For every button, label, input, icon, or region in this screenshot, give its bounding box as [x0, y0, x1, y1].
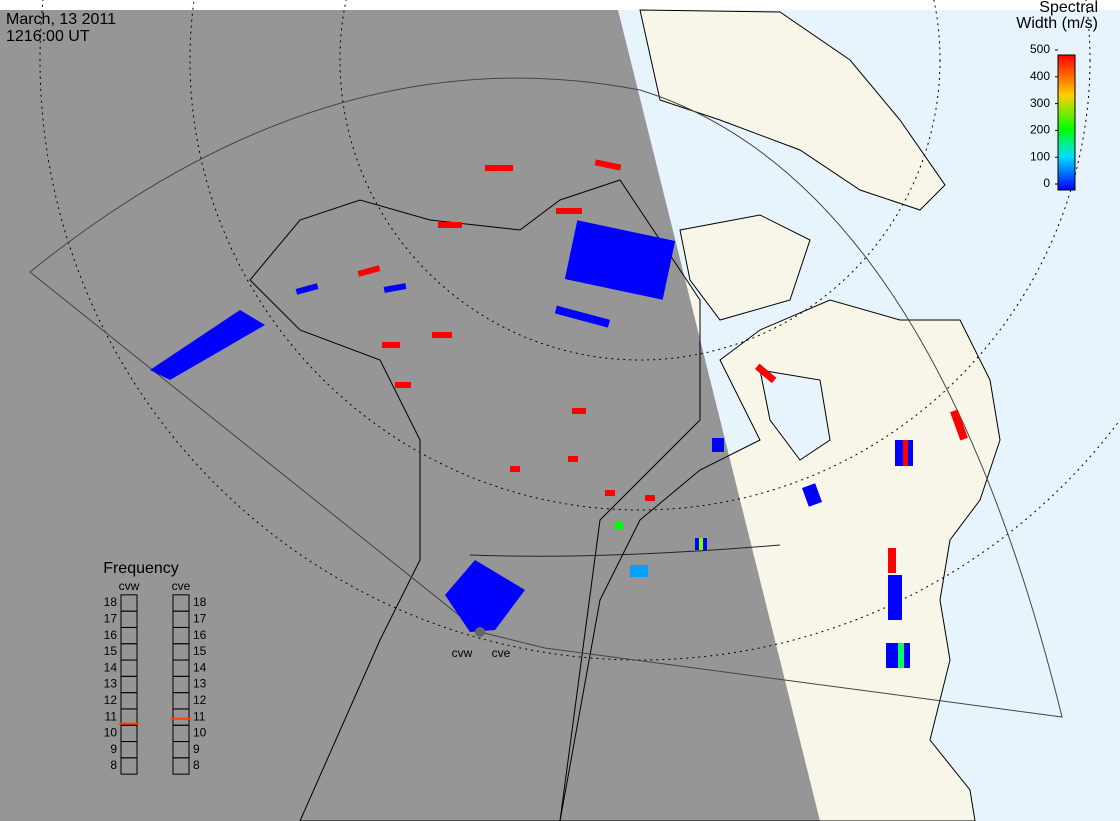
- colorbar-scale: [1057, 54, 1076, 191]
- colorbar-tick-label: 500: [1030, 42, 1050, 56]
- frequency-tick-label: 11: [105, 709, 118, 723]
- date: March, 13 2011: [6, 11, 116, 28]
- frequency-panel: Frequency: [103, 560, 179, 577]
- frequency-tick-label: 8: [110, 758, 117, 772]
- frequency-tick-label: 13: [104, 677, 118, 691]
- frequency-box: [120, 594, 138, 612]
- radar-site: [475, 627, 485, 637]
- frequency-tick-label: 17: [193, 611, 207, 625]
- frequency-tick-label: 9: [193, 742, 200, 756]
- field-of-view: [29, 77, 1063, 718]
- time: 1216:00 UT: [6, 28, 90, 45]
- frequency-tick-label: 12: [104, 693, 118, 707]
- boundary: [469, 544, 781, 557]
- frequency-tick-label: 11: [193, 709, 206, 723]
- frequency-tick-label: 15: [104, 644, 118, 658]
- frequency-tick-label: 18: [193, 595, 207, 609]
- frequency-tick-label: 14: [193, 660, 207, 674]
- frequency-tick-label: 18: [104, 595, 118, 609]
- colorbar-tick-label: 400: [1030, 69, 1050, 83]
- frequency-tick-label: 15: [193, 644, 207, 658]
- colorbar-tick-label: 0: [1043, 176, 1050, 190]
- colorbar-tick-label: 300: [1030, 96, 1050, 110]
- colorbar-tick-label: 100: [1030, 149, 1050, 163]
- frequency-tick-label: 16: [104, 628, 118, 642]
- colorbar-title: Width (m/s): [1016, 15, 1098, 32]
- frequency-tick-label: 12: [193, 693, 207, 707]
- site-label: cvw: [452, 646, 473, 660]
- frequency-tick-label: 14: [104, 660, 118, 674]
- frequency-tick-label: 10: [104, 726, 118, 740]
- colorbar-title: Spectral: [1039, 0, 1098, 16]
- frequency-title: Frequency: [103, 560, 179, 577]
- site-label: cve: [492, 646, 511, 660]
- latitude-circles: [39, 0, 1120, 661]
- frequency-tick-label: 13: [193, 677, 207, 691]
- frequency-tick-label: 9: [110, 742, 117, 756]
- frequency-tick-label: 17: [104, 611, 118, 625]
- frequency-tick-label: 8: [193, 758, 200, 772]
- radar-name: cve: [172, 579, 191, 593]
- frequency-tick-label: 16: [193, 628, 207, 642]
- radar-name: cvw: [119, 579, 140, 593]
- frequency-box: [172, 594, 190, 612]
- echoes: [150, 159, 968, 668]
- colorbar: Spectral Width (m/s): [1016, 0, 1098, 191]
- colorbar-tick-label: 200: [1030, 123, 1050, 137]
- frequency-tick-label: 10: [193, 726, 207, 740]
